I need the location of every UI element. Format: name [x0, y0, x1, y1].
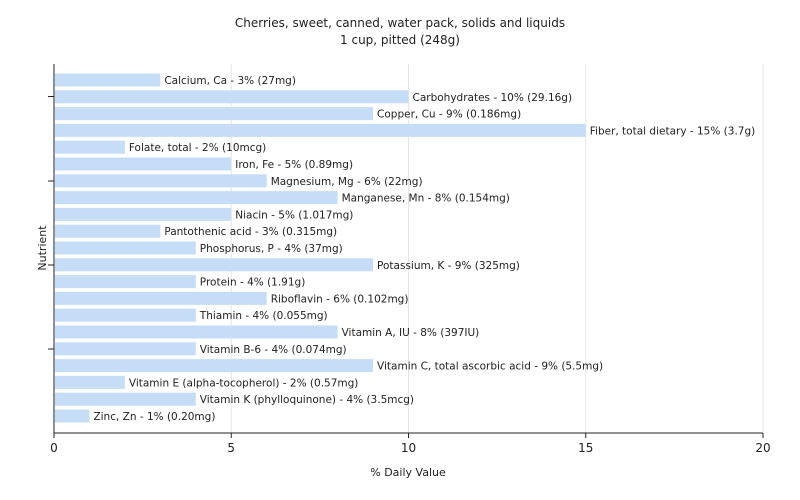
bar — [55, 241, 196, 255]
bar — [55, 123, 586, 137]
bar — [55, 308, 196, 322]
bar-value-label: Copper, Cu - 9% (0.186mg) — [377, 109, 521, 121]
bar-value-label: Zinc, Zn - 1% (0.20mg) — [93, 411, 215, 423]
x-tick-label: 20 — [755, 441, 770, 455]
bar — [55, 258, 374, 272]
bar-value-label: Potassium, K - 9% (325mg) — [377, 260, 520, 272]
bars-group — [55, 73, 586, 423]
bar-value-label: Phosphorus, P - 4% (37mg) — [200, 243, 343, 255]
bar-value-label: Vitamin E (alpha-tocopherol) - 2% (0.57m… — [129, 377, 359, 389]
bar — [55, 90, 409, 104]
bar — [55, 224, 161, 238]
x-tick-label: 15 — [578, 441, 593, 455]
bar — [55, 207, 232, 221]
bar-value-label: Vitamin C, total ascorbic acid - 9% (5.5… — [377, 361, 603, 373]
y-axis-label: Nutrient — [36, 225, 49, 271]
bar-value-label: Pantothenic acid - 3% (0.315mg) — [164, 226, 337, 238]
bar — [55, 107, 374, 121]
bar — [55, 375, 125, 389]
bar-value-label: Folate, total - 2% (10mcg) — [129, 142, 266, 154]
bar-value-label: Carbohydrates - 10% (29.16g) — [413, 92, 573, 104]
bar — [55, 342, 196, 356]
chart-subtitle: 1 cup, pitted (248g) — [340, 33, 460, 47]
bar-value-label: Vitamin B-6 - 4% (0.074mg) — [200, 344, 347, 356]
bar — [55, 275, 196, 289]
bar-value-label: Manganese, Mn - 8% (0.154mg) — [342, 193, 510, 205]
bar-value-label: Protein - 4% (1.91g) — [200, 277, 306, 289]
bar-value-label: Iron, Fe - 5% (0.89mg) — [235, 159, 353, 171]
x-tick-label: 10 — [401, 441, 416, 455]
bar-value-label: Fiber, total dietary - 15% (3.7g) — [590, 125, 755, 137]
bar — [55, 191, 338, 205]
x-axis-label: % Daily Value — [370, 466, 446, 479]
bar-value-label: Vitamin A, IU - 8% (397IU) — [342, 327, 480, 339]
bar — [55, 325, 338, 339]
x-tick-label: 5 — [227, 441, 235, 455]
bar — [55, 392, 196, 406]
chart-title: Cherries, sweet, canned, water pack, sol… — [235, 16, 565, 30]
bar — [55, 409, 90, 423]
bar-labels-group: Calcium, Ca - 3% (27mg) Carbohydrates - 1… — [93, 75, 755, 423]
bar-value-label: Magnesium, Mg - 6% (22mg) — [271, 176, 423, 188]
bar-value-label: Riboflavin - 6% (0.102mg) — [271, 293, 409, 305]
bar — [55, 157, 232, 171]
x-tick-labels-group: 0 5 10 15 20 — [50, 441, 770, 455]
axes-group — [48, 64, 764, 438]
bar — [55, 73, 161, 87]
bar-value-label: Thiamin - 4% (0.055mg) — [199, 310, 328, 322]
bar-value-label: Vitamin K (phylloquinone) - 4% (3.5mcg) — [200, 394, 414, 406]
bar-value-label: Calcium, Ca - 3% (27mg) — [164, 75, 296, 87]
bar — [55, 140, 125, 154]
bar — [55, 359, 374, 373]
bar — [55, 174, 267, 188]
bar — [55, 291, 267, 305]
x-tick-label: 0 — [50, 441, 58, 455]
bar-value-label: Niacin - 5% (1.017mg) — [235, 209, 353, 221]
